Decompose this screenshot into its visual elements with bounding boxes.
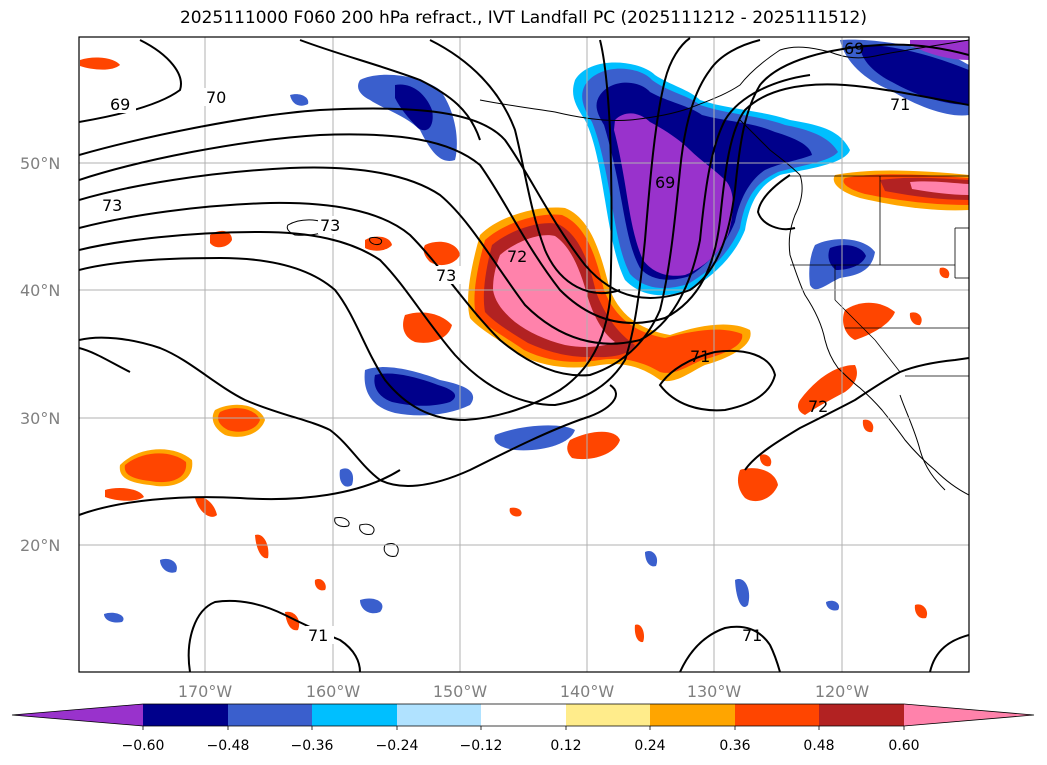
colorbar-segment: [650, 704, 735, 726]
colorbar-segment: [735, 704, 819, 726]
negative-anomaly-north-pacific: [104, 39, 969, 623]
map-content: 69 70 73 73 73 72 69 71 72 71 71 69 71: [79, 37, 969, 672]
longitude-label: 140°W: [560, 682, 615, 701]
latitude-label: 50°N: [20, 154, 60, 173]
map-title: 2025111000 F060 200 hPa refract., IVT La…: [179, 8, 867, 28]
contour-label: 73: [320, 216, 340, 235]
longitude-label: 130°W: [687, 682, 742, 701]
coastlines: [286, 39, 969, 557]
contour-label: 71: [890, 95, 910, 114]
colorbar-tick-label: −0.24: [376, 738, 419, 754]
colorbar-segment: [397, 704, 481, 726]
contour-label: 72: [507, 247, 527, 266]
colorbar-tick-label: 0.48: [803, 738, 834, 754]
contour-labels: 69 70 73 73 73 72 69 71 72 71 71 69 71: [100, 39, 910, 645]
colorbar-segment: [228, 704, 312, 726]
latitude-label: 20°N: [20, 536, 60, 555]
colorbar-tick-label: 0.60: [888, 738, 919, 754]
colorbar-tick-label: 0.12: [550, 738, 581, 754]
colorbar-tick-label: 0.24: [634, 738, 665, 754]
contour-label: 70: [206, 88, 226, 107]
longitude-label: 150°W: [433, 682, 488, 701]
colorbar-lower-extension: [12, 704, 143, 726]
contour-label: 72: [808, 397, 828, 416]
latitude-label: 30°N: [20, 409, 60, 428]
colorbar-segment: [481, 704, 566, 726]
contour-label: 71: [308, 626, 328, 645]
latitude-label: 40°N: [20, 281, 60, 300]
longitude-label: 120°W: [815, 682, 870, 701]
contour-label: 69: [844, 39, 864, 58]
contour-label: 71: [690, 347, 710, 366]
contour-label: 69: [110, 95, 130, 114]
longitude-label: 170°W: [178, 682, 233, 701]
contour-label: 73: [102, 196, 122, 215]
contour-label: 73: [436, 266, 456, 285]
contour-label: 69: [655, 173, 675, 192]
colorbar-segment: [819, 704, 904, 726]
map-frame: [78, 36, 970, 673]
colorbar-tick-label: −0.36: [291, 738, 334, 754]
colorbar-tick-label: 0.36: [719, 738, 750, 754]
contour-label: 71: [742, 626, 762, 645]
colorbar: −0.60 −0.48 −0.36 −0.24 −0.12 0.12 0.24 …: [11, 703, 1035, 754]
longitude-label: 160°W: [306, 682, 361, 701]
colorbar-upper-extension: [904, 704, 1034, 726]
refractivity-contours: [79, 37, 969, 672]
colorbar-segment: [566, 704, 650, 726]
colorbar-tick-label: −0.48: [207, 738, 250, 754]
latitude-axis: 50°N 40°N 30°N 20°N: [20, 154, 60, 555]
colorbar-tick-label: −0.12: [460, 738, 503, 754]
longitude-axis: 170°W 160°W 150°W 140°W 130°W 120°W: [178, 682, 870, 701]
colorbar-tick-label: −0.60: [122, 738, 165, 754]
colorbar-segment: [312, 704, 397, 726]
gridlines: [79, 37, 969, 672]
colorbar-segment: [143, 704, 228, 726]
political-borders: [790, 175, 969, 377]
